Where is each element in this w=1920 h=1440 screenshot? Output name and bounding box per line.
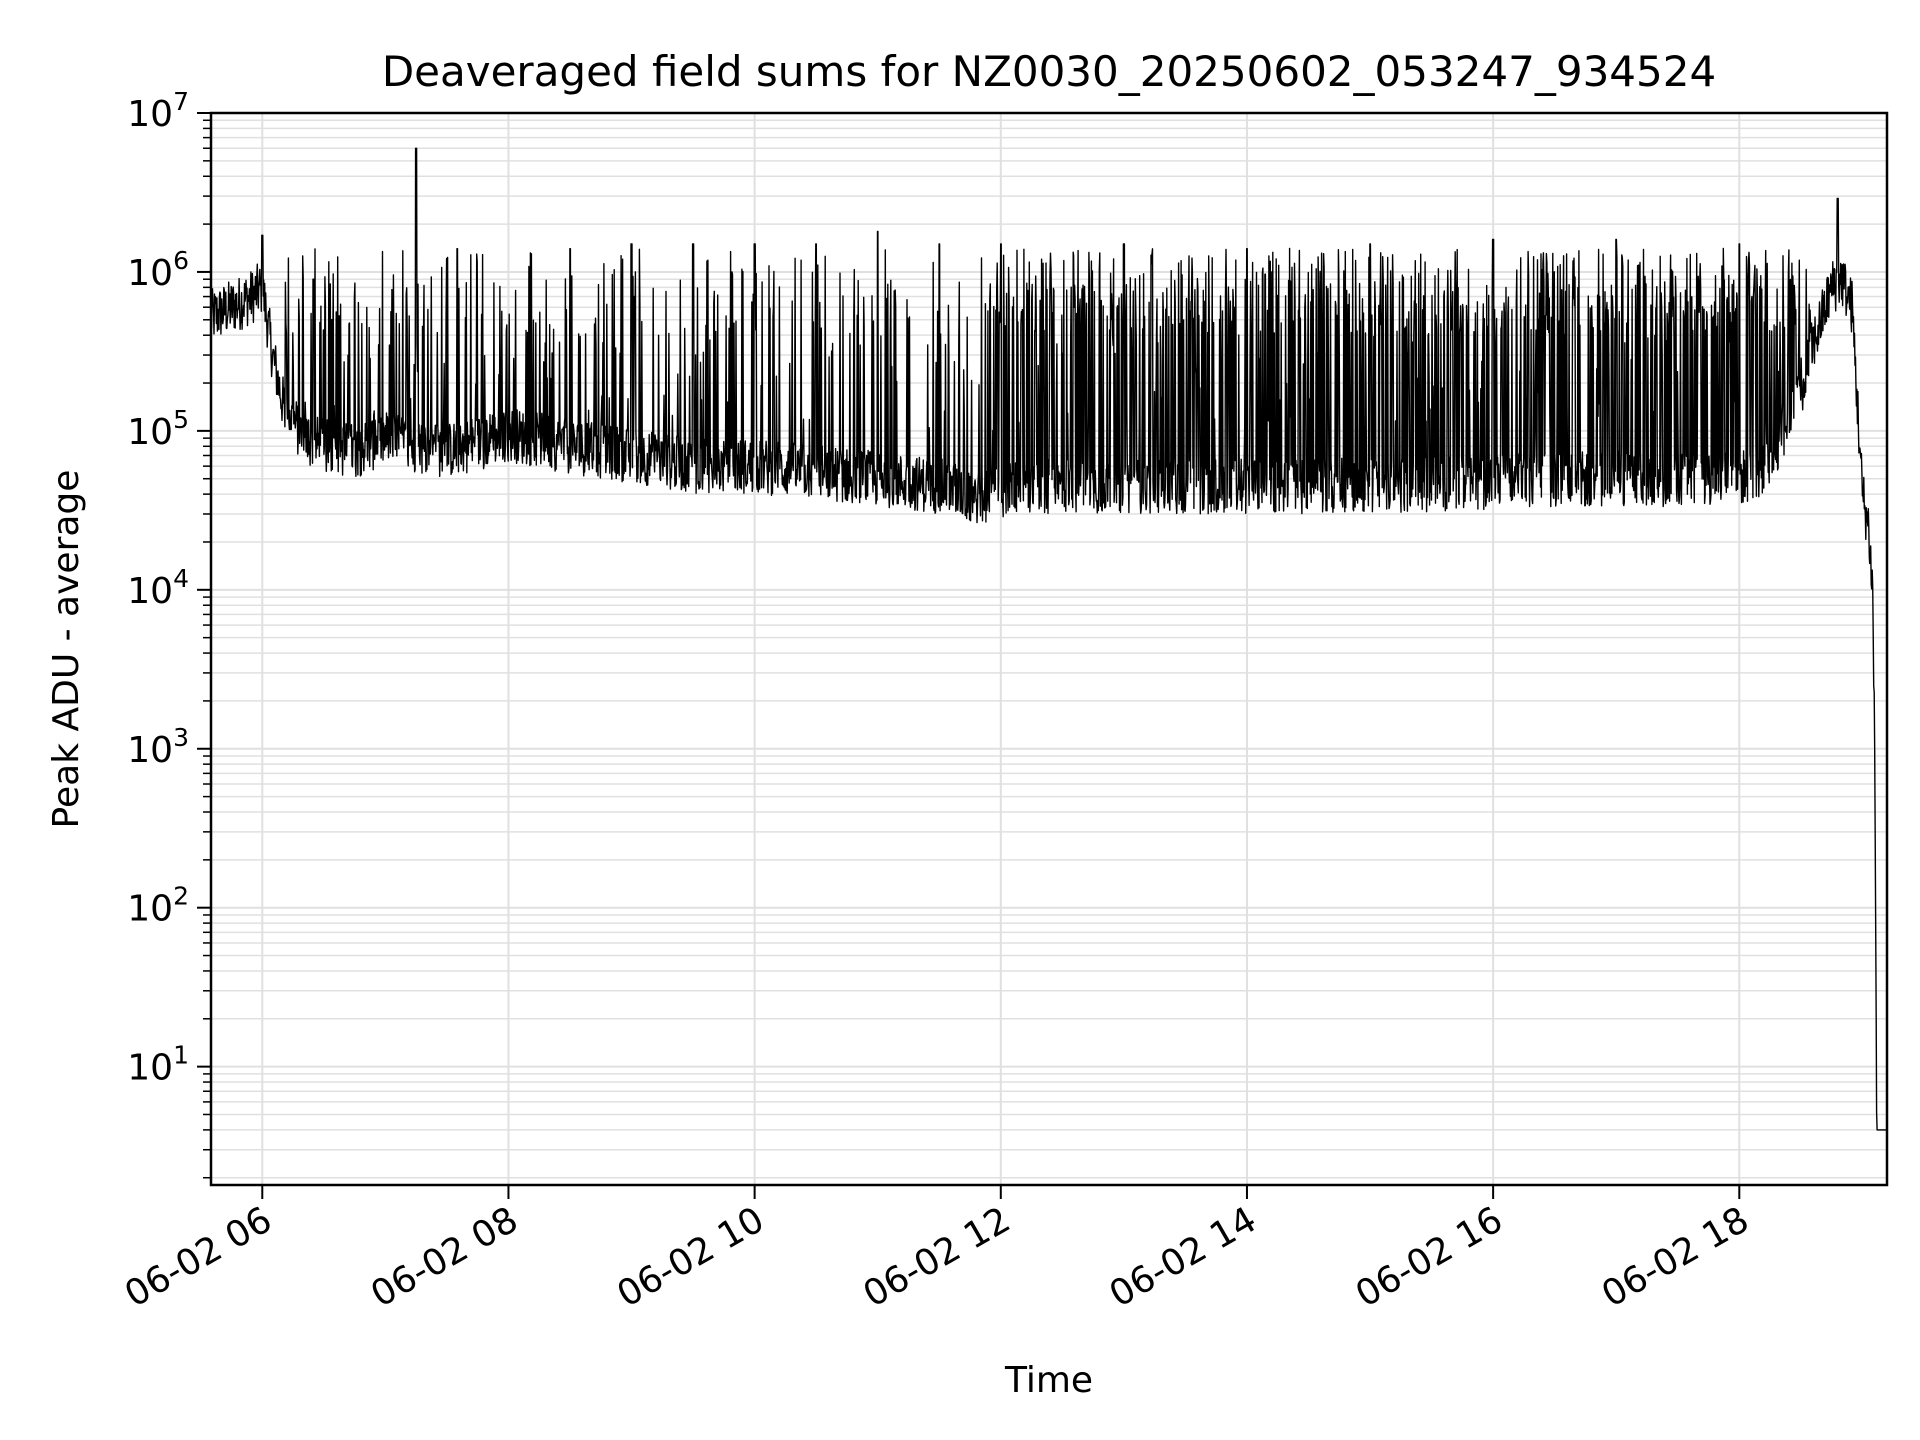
- x-tick-label: 06-02 08: [364, 1199, 525, 1315]
- x-tick-label: 06-02 12: [857, 1199, 1018, 1315]
- y-tick-label: 107: [127, 87, 189, 135]
- y-tick-label: 102: [127, 882, 189, 930]
- y-tick-label: 104: [127, 564, 189, 612]
- x-tick-label: 06-02 16: [1349, 1199, 1510, 1315]
- x-tick-label: 06-02 14: [1103, 1199, 1264, 1315]
- series-layer: [210, 147, 1888, 1131]
- x-tick-label: 06-02 10: [610, 1199, 771, 1315]
- x-axis-label: Time: [1004, 1360, 1093, 1401]
- y-tick-label: 106: [127, 246, 189, 294]
- plot-frame: [209, 111, 1889, 1187]
- chart-title: Deaveraged field sums for NZ0030_2025060…: [382, 47, 1716, 96]
- y-tick-label: 101: [127, 1041, 189, 1089]
- y-axis-label: Peak ADU - average: [46, 470, 87, 829]
- x-tick-label: 06-02 18: [1595, 1199, 1756, 1315]
- series-line: [210, 147, 1888, 1131]
- y-tick-label: 105: [127, 405, 189, 453]
- y-tick-label: 103: [127, 723, 189, 771]
- x-tick-label: 06-02 06: [118, 1199, 279, 1315]
- grid-layer: [211, 112, 1887, 1185]
